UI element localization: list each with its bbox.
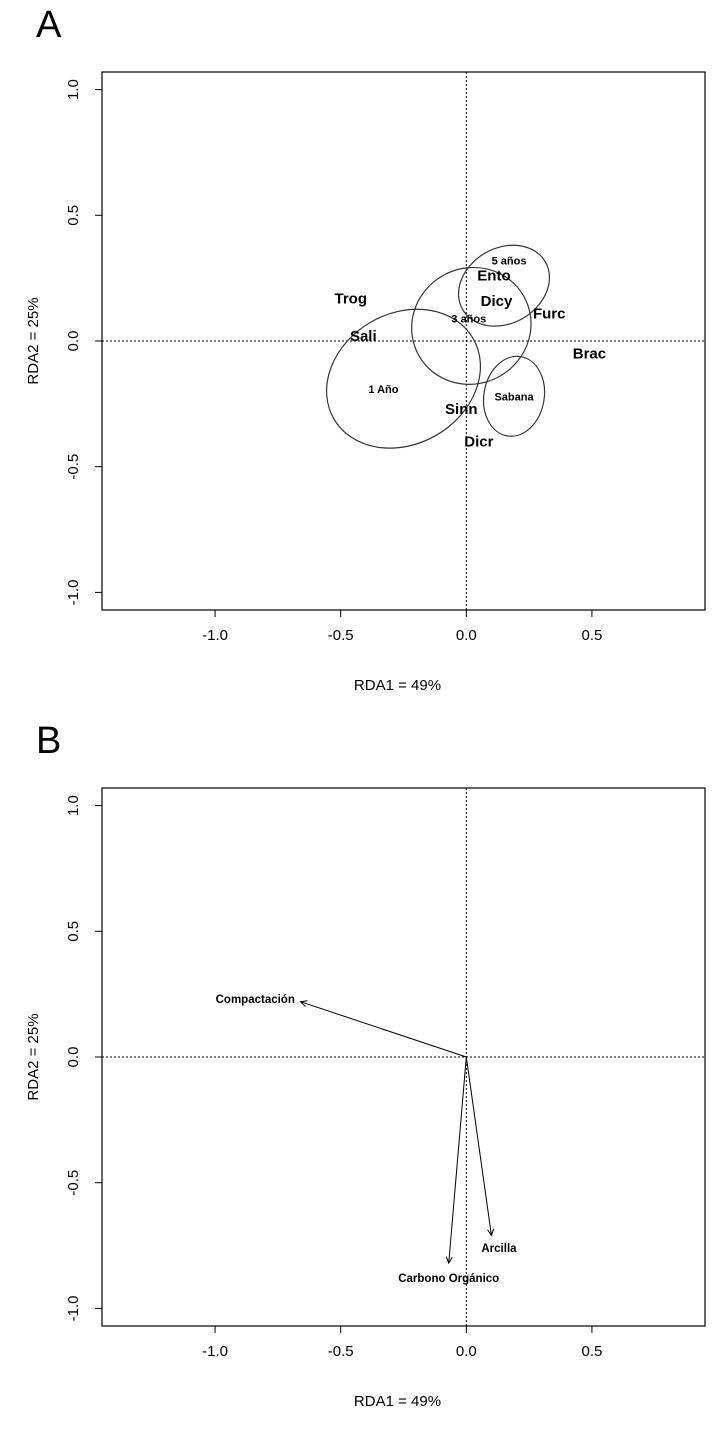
arrow-head <box>445 1256 453 1265</box>
y-tick-label: 0.0 <box>65 331 82 352</box>
group-label: 5 años <box>492 256 527 268</box>
group-ellipse-1-año <box>325 308 482 449</box>
group-label: Sabana <box>494 391 534 403</box>
y-tick-label: 1.0 <box>65 795 82 816</box>
arrow-head <box>487 1228 495 1237</box>
panel-a: A -1.0 -0.5 0.0 0.5 -1.0 -0.5 0.0 0.5 1.0 RDA1 = … <box>25 4 706 694</box>
x-tick-label: -1.0 <box>202 627 228 644</box>
y-tick-label: 0.5 <box>65 921 82 942</box>
group-ellipse-5-años <box>457 244 551 327</box>
env-vector-arrow <box>448 1056 467 1264</box>
x-tick-label: 0.0 <box>456 627 477 644</box>
env-vector-label: Compactación <box>216 994 295 1006</box>
species-label: Dicr <box>464 434 493 451</box>
y-tick-label: 0.5 <box>65 205 82 226</box>
panel-a-label: A <box>36 4 62 46</box>
rda-plot-a: -1.0 -0.5 0.0 0.5 -1.0 -0.5 0.0 0.5 1.0 RDA1 = 49… <box>25 71 706 694</box>
y-tick-label: 0.0 <box>65 1047 82 1068</box>
y-tick-label: -1.0 <box>65 1295 82 1321</box>
species-label: Dicy <box>481 293 513 310</box>
env-vector-label: Arcilla <box>481 1243 517 1255</box>
x-tick-label: -0.5 <box>328 1343 354 1360</box>
panel-b: B -1.0 -0.5 0.0 0.5 -1.0 -0.5 0.0 0.5 1.0 RDA1 = … <box>0 716 715 1432</box>
env-vector-label: Carbono Orgánico <box>398 1273 499 1285</box>
y-tick-label: -1.0 <box>65 579 82 605</box>
y-tick-label: -0.5 <box>65 1170 82 1196</box>
env-vector-arrow <box>300 1001 467 1058</box>
panel-b-label: B <box>36 720 62 762</box>
arrow-head <box>299 1000 308 1007</box>
y-axis-title: RDA2 = 25% <box>25 1013 42 1100</box>
y-tick-label: -0.5 <box>65 454 82 480</box>
group-ellipse-3-años <box>411 266 532 385</box>
species-label: Brac <box>573 346 606 363</box>
species-label: Sali <box>350 328 377 345</box>
species-label: Sinn <box>445 401 478 418</box>
species-label: Ento <box>477 268 510 285</box>
x-tick-label: 0.0 <box>456 1343 477 1360</box>
x-axis-title: RDA1 = 49% <box>354 677 441 694</box>
group-label: 1 Año <box>368 384 398 396</box>
env-vector-arrow <box>465 1056 492 1236</box>
x-tick-label: 0.5 <box>582 1343 603 1360</box>
group-ellipse-sabana <box>482 355 546 437</box>
y-axis-title: RDA2 = 25% <box>25 297 42 384</box>
species-label: Furc <box>533 305 566 322</box>
x-tick-label: 0.5 <box>582 627 603 644</box>
y-tick-label: 1.0 <box>65 79 82 100</box>
rda-plot-b: -1.0 -0.5 0.0 0.5 -1.0 -0.5 0.0 0.5 1.0 RDA1 = 49… <box>25 787 706 1410</box>
species-label: Trog <box>334 290 367 307</box>
x-axis-title: RDA1 = 49% <box>354 1393 441 1410</box>
x-tick-label: -0.5 <box>328 627 354 644</box>
group-label: 3 años <box>451 313 486 325</box>
x-tick-label: -1.0 <box>202 1343 228 1360</box>
